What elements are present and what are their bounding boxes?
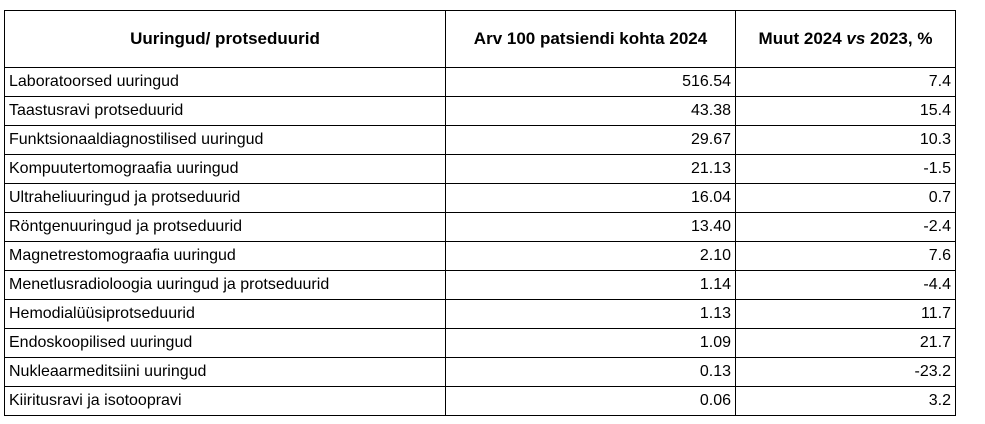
table-row: Menetlusradioloogia uuringud ja protsedu…: [4, 270, 956, 300]
row-change: -2.4: [735, 212, 956, 242]
row-name: Endoskoopilised uuringud: [4, 328, 446, 358]
table-row: Kompuutertomograafia uuringud 21.13 -1.5: [4, 154, 956, 184]
row-name: Magnetrestomograafia uuringud: [4, 241, 446, 271]
header-change-suffix: 2023, %: [865, 29, 933, 48]
row-name: Kompuutertomograafia uuringud: [4, 154, 446, 184]
table-row: Röntgenuuringud ja protseduurid 13.40 -2.4: [4, 212, 956, 242]
row-per-100: 29.67: [445, 125, 736, 155]
table-row: Kiiritusravi ja isotoopravi 0.06 3.2: [4, 386, 956, 416]
row-name: Hemodialüüsiprotseduurid: [4, 299, 446, 329]
row-change: 0.7: [735, 183, 956, 213]
row-change: 15.4: [735, 96, 956, 126]
table-row: Nukleaarmeditsiini uuringud 0.13 -23.2: [4, 357, 956, 387]
header-procedure: Uuringud/ protseduurid: [4, 10, 446, 68]
table-row: Funktsionaaldiagnostilised uuringud 29.67…: [4, 125, 956, 155]
row-per-100: 2.10: [445, 241, 736, 271]
row-change: 7.6: [735, 241, 956, 271]
row-name: Nukleaarmeditsiini uuringud: [4, 357, 446, 387]
row-name: Kiiritusravi ja isotoopravi: [4, 386, 446, 416]
row-name: Ultraheliuuringud ja protseduurid: [4, 183, 446, 213]
row-per-100: 0.06: [445, 386, 736, 416]
table-row: Magnetrestomograafia uuringud 2.10 7.6: [4, 241, 956, 271]
header-change: Muut 2024 vs 2023, %: [735, 10, 956, 68]
row-name: Funktsionaaldiagnostilised uuringud: [4, 125, 446, 155]
header-change-vs: vs: [846, 29, 866, 48]
row-name: Taastusravi protseduurid: [4, 96, 446, 126]
row-per-100: 1.14: [445, 270, 736, 300]
table-row: Hemodialüüsiprotseduurid 1.13 11.7: [4, 299, 956, 329]
row-change: 11.7: [735, 299, 956, 329]
row-per-100: 1.09: [445, 328, 736, 358]
row-name: Röntgenuuringud ja protseduurid: [4, 212, 446, 242]
row-change: 21.7: [735, 328, 956, 358]
procedures-table: Uuringud/ protseduurid Arv 100 patsiendi…: [4, 10, 956, 416]
header-per-100: Arv 100 patsiendi kohta 2024: [445, 10, 736, 68]
row-change: -4.4: [735, 270, 956, 300]
header-change-prefix: Muut 2024: [758, 29, 847, 48]
row-name: Menetlusradioloogia uuringud ja protsedu…: [4, 270, 446, 300]
row-name: Laboratoorsed uuringud: [4, 67, 446, 97]
table-row: Taastusravi protseduurid 43.38 15.4: [4, 96, 956, 126]
row-change: 3.2: [735, 386, 956, 416]
table-row: Ultraheliuuringud ja protseduurid 16.04 0.…: [4, 183, 956, 213]
table-row: Endoskoopilised uuringud 1.09 21.7: [4, 328, 956, 358]
row-per-100: 0.13: [445, 357, 736, 387]
row-per-100: 13.40: [445, 212, 736, 242]
row-change: -1.5: [735, 154, 956, 184]
row-change: -23.2: [735, 357, 956, 387]
row-per-100: 21.13: [445, 154, 736, 184]
row-per-100: 16.04: [445, 183, 736, 213]
header-row: Uuringud/ protseduurid Arv 100 patsiendi…: [4, 10, 956, 68]
row-change: 10.3: [735, 125, 956, 155]
row-per-100: 1.13: [445, 299, 736, 329]
row-per-100: 516.54: [445, 67, 736, 97]
row-per-100: 43.38: [445, 96, 736, 126]
row-change: 7.4: [735, 67, 956, 97]
table-row: Laboratoorsed uuringud 516.54 7.4: [4, 67, 956, 97]
